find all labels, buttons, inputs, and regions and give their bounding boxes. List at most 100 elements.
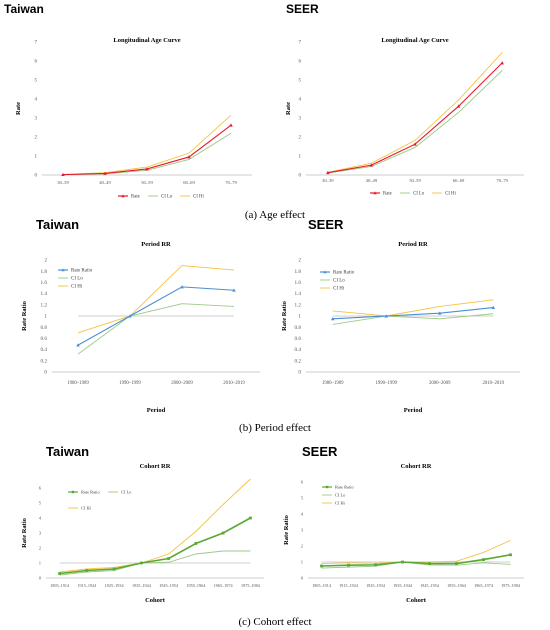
data-point [128,314,132,318]
y-tick-label: 6 [35,60,38,65]
data-point [221,531,225,535]
y-tick-label: 1.4 [41,291,48,297]
x-axis-label: Cohort [406,597,427,604]
legend-label: CI Lo [71,277,83,282]
region-title-seer-period: SEER [308,217,344,232]
y-tick-label: 0 [44,370,47,376]
x-tick-label: 1955–1964 [186,583,206,588]
legend-label: CI Hi [333,287,345,292]
x-tick-label: 1990–1999 [375,381,397,386]
data-point [455,562,458,565]
legend-label: CI Lo [121,490,132,495]
data-point [482,558,485,561]
y-axis-label: Rate [15,102,22,115]
series-line-ci-lo [59,550,251,576]
y-tick-label: 2 [299,136,302,141]
x-tick-label: 1965–1974 [214,583,234,588]
y-tick-label: 3 [301,528,304,533]
legend-label: Rate [383,192,392,197]
data-point [180,285,184,289]
y-tick-label: 1 [298,314,301,320]
data-point [139,561,143,565]
y-tick-label: 2 [44,258,47,264]
data-point [187,155,191,159]
legend-label: CI Hi [81,506,92,511]
data-point [76,343,80,347]
data-point [112,567,116,571]
legend-label: Rate Ratio [81,490,100,495]
data-point [85,569,89,572]
x-tick-label: 1980–1989 [322,381,344,386]
y-tick-label: 0.4 [295,347,302,353]
y-tick-label: 1 [301,560,304,565]
x-tick-label: 60–69 [453,178,465,183]
legend-label: Rate [131,195,140,200]
x-tick-label: 40–49 [366,178,378,183]
chart-title: Cohort RR [140,463,171,470]
x-tick-label: 1945–1954 [159,583,179,588]
data-point [401,560,404,564]
x-tick-label: 1915–1924 [77,583,97,588]
x-tick-label: 2000–2009 [171,381,193,386]
x-tick-label: 2010–2019 [223,381,245,386]
x-tick-label: 1905–1914 [312,583,332,588]
cohort-seer-chart: Cohort RR Rate Ratio Cohort 0 1 2 3 4 5 6 1905–191… [283,463,524,604]
x-tick-label: 1955–1964 [447,583,467,588]
y-tick-label: 4 [35,98,38,103]
x-tick-label: 1935–1944 [132,583,152,588]
legend-label: Rate Ratio [333,271,355,276]
data-point [145,167,149,171]
y-tick-label: 5 [301,496,304,501]
data-point [58,572,62,575]
legend-label: CI Hi [335,501,346,506]
y-tick-label: 0 [298,370,301,376]
legend-marker [61,268,65,272]
y-tick-label: 2 [35,136,38,141]
data-point [369,163,374,167]
y-tick-label: 1.2 [295,302,302,308]
data-point [428,562,431,565]
data-point [500,61,504,65]
y-tick-label: 0 [299,174,302,179]
chart-title: Longitudinal Age Curve [113,37,180,44]
region-title-taiwan-cohort: Taiwan [46,444,89,459]
data-point [229,123,233,127]
data-point [232,288,236,292]
data-point [330,317,335,321]
chart-title: Longitudinal Age Curve [381,37,448,44]
x-tick-label: 2010–2019 [482,381,504,386]
y-tick-label: 1 [39,561,42,566]
legend-label: CI Hi [193,195,204,200]
caption-cohort-effect: (c) Cohort effect [238,616,311,628]
x-tick-label: 1980–1989 [67,381,89,386]
data-point [248,516,252,520]
legend-marker [121,194,125,198]
y-axis-label: Rate [285,102,292,115]
y-tick-label: 0.4 [41,347,48,353]
legend-label: CI Lo [333,279,345,284]
y-tick-label: 4 [299,98,302,103]
y-tick-label: 1.8 [41,269,48,275]
y-tick-label: 3 [39,531,42,536]
y-tick-label: 6 [39,486,42,491]
x-tick-label: 2000–2009 [429,381,451,386]
data-point [509,553,512,557]
x-tick-label: 1905–1914 [50,583,70,588]
chart-title: Period RR [398,241,428,248]
y-axis-label: Rate Ratio [281,301,288,331]
region-title-taiwan-age: Taiwan [4,2,44,16]
chart-title: Cohort RR [401,463,432,470]
legend-label: CI Hi [445,192,456,197]
x-tick-label: 40–49 [99,180,111,185]
data-point [103,171,107,175]
legend-marker [325,485,329,489]
legend-label: CI Lo [161,195,173,200]
y-tick-label: 0 [301,576,304,581]
x-axis-label: Period [147,407,166,414]
y-tick-label: 3 [35,117,38,122]
y-tick-label: 1.8 [295,269,302,275]
data-point [194,542,198,545]
data-point [491,305,496,310]
series-line-rate-ratio [321,554,511,567]
x-tick-label: 1990–1999 [119,381,141,386]
